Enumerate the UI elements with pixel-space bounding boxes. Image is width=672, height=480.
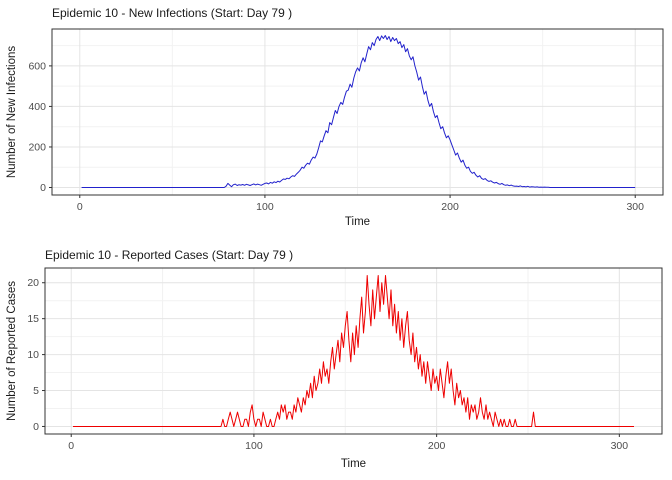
y-tick-label: 5: [33, 385, 39, 397]
panel-border: [51, 28, 664, 196]
y-tick-label: 600: [28, 60, 46, 72]
x-tick-label: 200: [441, 201, 459, 213]
y-tick-label: 0: [40, 182, 46, 194]
y-tick-label: 400: [28, 101, 46, 113]
plot-panel: 0 100 200 300 0 5 10 15 20: [27, 267, 663, 452]
plot-panel: 0 100 200 300 0 200 400 600: [28, 28, 664, 213]
new-infections-line: [81, 35, 636, 188]
chart-title: Epidemic 10 - New Infections (Start: Day…: [52, 6, 293, 20]
x-tick-label: 200: [428, 440, 446, 452]
y-tick-label: 15: [27, 313, 39, 325]
reported-cases-chart: Epidemic 10 - Reported Cases (Start: Day…: [0, 240, 672, 480]
y-tick-label: 0: [33, 421, 39, 433]
x-tick-label: 300: [611, 440, 629, 452]
chart-title: Epidemic 10 - Reported Cases (Start: Day…: [45, 248, 294, 262]
x-tick-label: 0: [68, 440, 74, 452]
x-axis-title: Time: [340, 458, 367, 470]
reported-cases-line: [73, 275, 634, 427]
x-tick-label: 100: [245, 440, 263, 452]
new-infections-chart: Epidemic 10 - New Infections (Start: Day…: [6, 6, 664, 228]
x-tick-label: 300: [626, 201, 644, 213]
panel-background: [45, 268, 662, 434]
x-tick-label: 0: [77, 201, 83, 213]
y-tick-label: 10: [27, 349, 39, 361]
panel-border: [44, 267, 663, 435]
y-tick-label: 20: [27, 277, 39, 289]
x-axis-title: Time: [344, 216, 371, 228]
y-tick-label: 200: [28, 141, 46, 153]
x-tick-label: 100: [256, 201, 274, 213]
